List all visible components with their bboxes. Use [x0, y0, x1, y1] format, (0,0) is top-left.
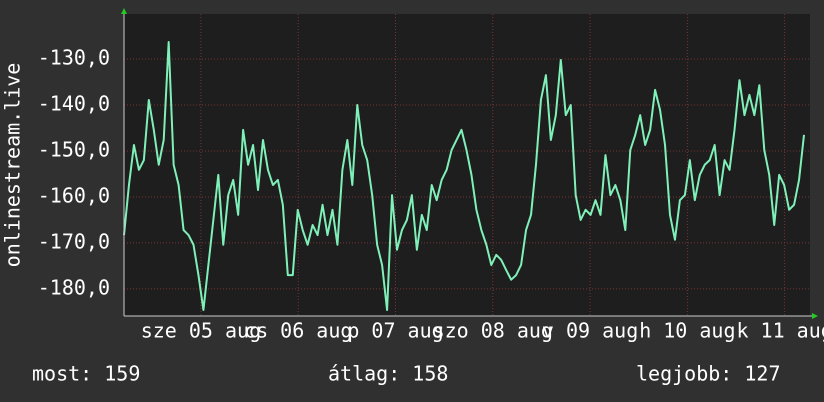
x-tick-label: cs 06 aug: [244, 319, 352, 343]
data-line: [123, 41, 805, 312]
x-tick-label: szo 08 aug: [433, 319, 553, 343]
stat-average: átlag: 158: [328, 362, 448, 386]
y-axis-label: onlinestream.live: [1, 63, 25, 268]
y-tick-label: -150,0: [38, 137, 110, 161]
plot-area: [124, 14, 810, 316]
x-tick-label: v 09 aug: [542, 319, 638, 343]
axis-arrow: [812, 313, 818, 319]
stat-current: most: 159: [32, 362, 140, 386]
x-tick-label: p 07 aug: [347, 319, 443, 343]
y-tick-label: -140,0: [38, 92, 110, 116]
axis-arrow: [121, 8, 127, 14]
x-tick-label: h 10 aug: [639, 319, 735, 343]
y-tick-label: -160,0: [38, 183, 110, 207]
stat-best: legjobb: 127: [636, 362, 781, 386]
y-tick-label: -180,0: [38, 275, 110, 299]
plot-layer: [123, 14, 810, 316]
x-tick-label: sze 05 aug: [141, 319, 261, 343]
y-tick-label: -130,0: [38, 46, 110, 70]
x-tick-label: k 11 aug: [736, 319, 824, 343]
y-tick-label: -170,0: [38, 229, 110, 253]
